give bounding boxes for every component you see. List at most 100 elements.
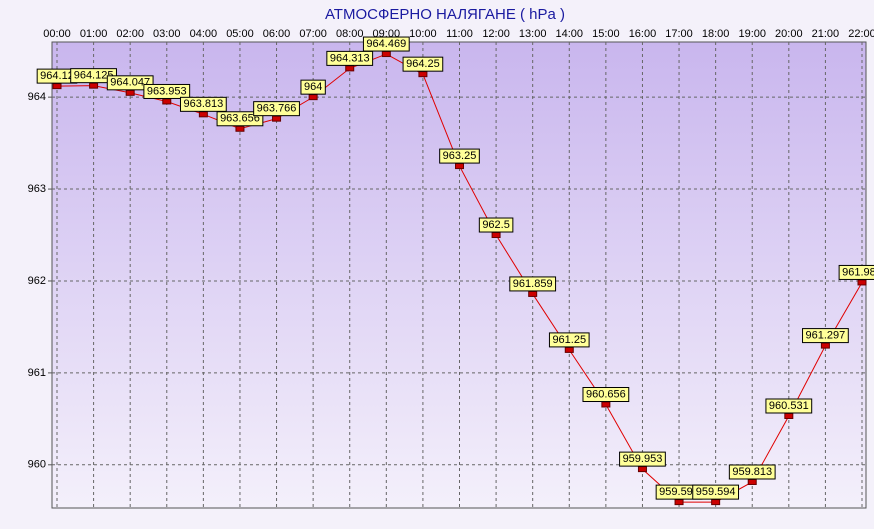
plot: 960 961 962 963 964 00:00 01:00 02:00 03:00 04:00… (28, 28, 874, 508)
data-label: 962.5 (478, 217, 514, 233)
point (711, 499, 721, 506)
data-label-text: 962.5 (482, 219, 510, 231)
y-tick-label: 960 (28, 459, 46, 471)
data-label: 964.12 (36, 68, 78, 84)
point (820, 342, 830, 349)
data-label-box (106, 75, 154, 91)
x-tick-label: 06:00 (263, 28, 291, 40)
plot-area (51, 41, 867, 509)
data-label: 959.813 (728, 464, 776, 480)
data-label-box (765, 398, 813, 414)
point (52, 83, 62, 90)
data-label-text: 959.953 (623, 453, 663, 465)
x-tick-label: 03:00 (153, 28, 181, 40)
data-label-text: 964.12 (40, 70, 74, 82)
point (418, 71, 428, 78)
data-label-box (728, 464, 776, 480)
data-label: 964.125 (70, 68, 117, 84)
point (564, 346, 574, 353)
x-tick-label: 18:00 (702, 28, 730, 40)
data-label: 961.859 (509, 276, 557, 292)
data-label-text: 964.469 (366, 38, 406, 50)
data-label-text: 959.594 (696, 486, 736, 498)
point (784, 412, 794, 419)
point (637, 466, 647, 473)
point (162, 98, 172, 105)
x-tick-label: 01:00 (80, 28, 108, 40)
data-label-text: 964.125 (74, 70, 114, 82)
x-tick-label: 07:00 (299, 28, 327, 40)
data-label-text: 959.813 (732, 466, 772, 478)
data-label: 963.813 (179, 96, 227, 112)
data-label-text: 963.813 (183, 98, 223, 110)
data-label-box (619, 451, 666, 467)
data-label-text: 961.297 (806, 329, 846, 341)
point (235, 125, 245, 132)
point (857, 279, 867, 286)
data-label: 964.313 (326, 50, 374, 66)
data-label-box (509, 276, 557, 292)
data-label: 961.297 (802, 328, 849, 344)
data-label-text: 963.766 (257, 103, 297, 115)
x-tick-label: 08:00 (336, 28, 364, 40)
data-label: 964 (300, 79, 326, 95)
data-label-text: 963.25 (443, 150, 477, 162)
point (308, 94, 318, 101)
data-label-text: 961.859 (513, 278, 553, 290)
x-tick-label: 16:00 (629, 28, 657, 40)
y-tick-label: 962 (28, 275, 46, 287)
data-label-box (326, 50, 374, 66)
point (89, 82, 99, 89)
data-label-text: 960.656 (586, 388, 626, 400)
point (528, 290, 538, 297)
data-label-box (143, 83, 191, 99)
data-label: 964.25 (402, 56, 444, 72)
x-tick-label: 20:00 (775, 28, 803, 40)
x-tick-label: 04:00 (190, 28, 218, 40)
x-tick-label: 22:00 (848, 28, 874, 40)
data-label: 960.656 (582, 387, 630, 403)
point (345, 65, 355, 72)
x-tick-label: 02:00 (116, 28, 144, 40)
data-label: 963.656 (216, 111, 264, 127)
x-tick-label: 12:00 (482, 28, 510, 40)
data-label-text: 964 (304, 81, 322, 93)
x-tick-label: 11:00 (446, 28, 473, 40)
data-label-text: 959.594 (659, 486, 699, 498)
point (125, 89, 135, 96)
point (198, 111, 208, 118)
data-label-text: 964.313 (330, 52, 370, 64)
data-label-text: 961.25 (552, 334, 586, 346)
data-label: 963.25 (439, 148, 480, 164)
data-label-text: 963.656 (220, 113, 260, 125)
chart-title: АТМОСФЕРНО НАЛЯГАНЕ ( hPa ) (325, 6, 565, 23)
y-tick-label: 963 (28, 183, 46, 195)
data-label-box (478, 217, 514, 233)
data-label-box (439, 148, 480, 164)
y-tick-label: 964 (28, 91, 46, 103)
point (601, 401, 611, 408)
data-label-box (362, 36, 410, 52)
data-label: 959.594 (692, 484, 740, 500)
data-label-box (548, 332, 590, 348)
x-tick-label: 17:00 (665, 28, 693, 40)
x-tick-label: 00:00 (43, 28, 71, 40)
x-tick-label: 10:00 (409, 28, 437, 40)
data-label-text: 960.531 (769, 400, 809, 412)
point (455, 163, 464, 170)
x-tick-label: 21:00 (812, 28, 840, 40)
data-label-box (838, 264, 874, 280)
data-label-box (582, 387, 630, 403)
data-label: 960.531 (765, 398, 813, 414)
data-label-text: 964.25 (406, 58, 440, 70)
point (491, 232, 501, 239)
data-label: 964.047 (106, 75, 154, 91)
data-label-box (692, 484, 740, 500)
x-tick-label: 05:00 (226, 28, 254, 40)
data-label: 961.984 (838, 264, 874, 280)
x-tick-label: 19:00 (738, 28, 766, 40)
data-label-box (216, 111, 264, 127)
data-label: 959.953 (619, 451, 666, 467)
data-label-text: 963.953 (147, 85, 187, 97)
data-label: 964.469 (362, 36, 410, 52)
